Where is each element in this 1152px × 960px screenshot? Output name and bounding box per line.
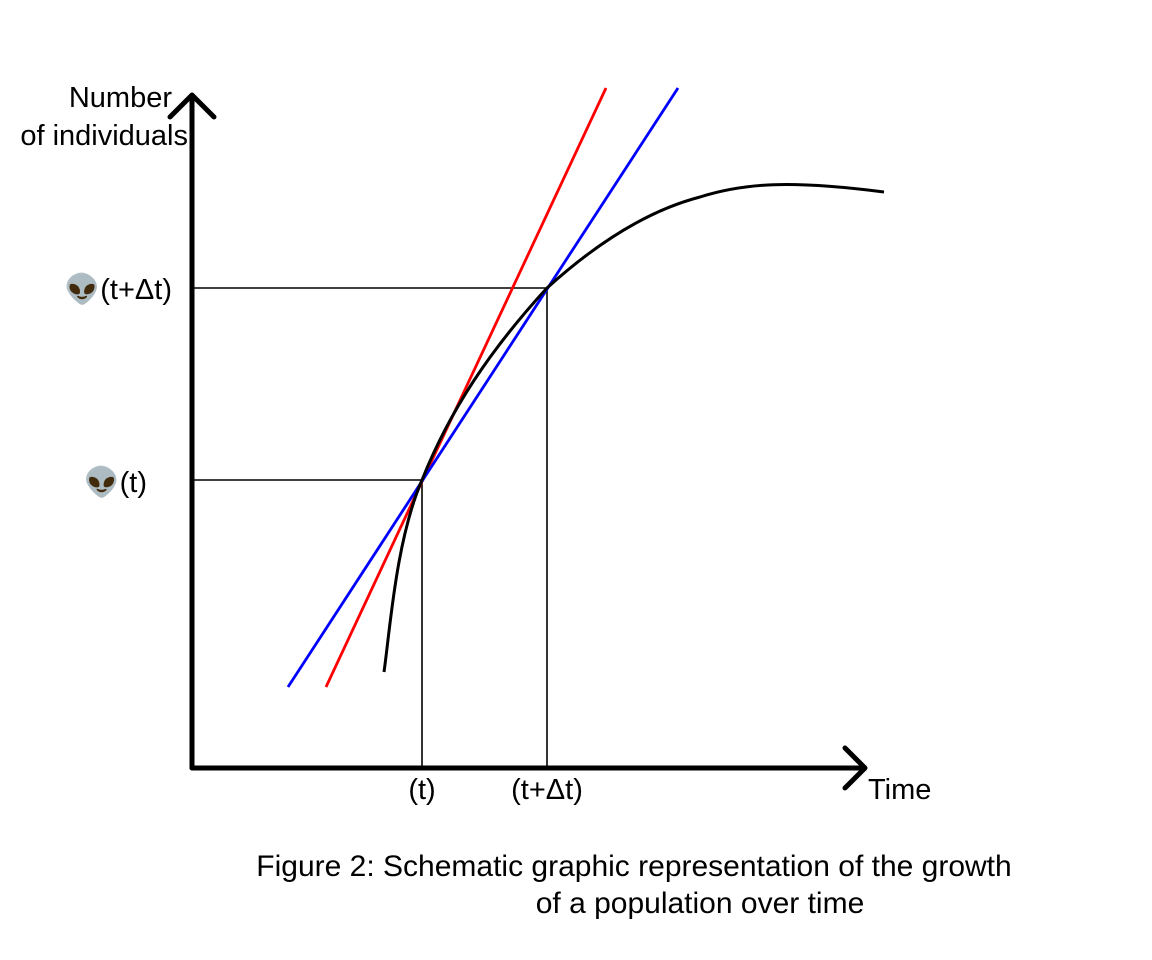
tangent-line [324, 87, 608, 688]
y-axis-arrowhead [167, 92, 217, 120]
y-tick-upper: 👽(t+Δt) [64, 271, 172, 306]
caption-line2: of a population over time [536, 887, 865, 920]
axes [167, 92, 868, 791]
y-axis-label-line2: of individuals [20, 120, 188, 152]
x-tick-right: (t+Δt) [511, 774, 583, 806]
x-axis-label: Time [868, 774, 931, 806]
x-tick-left: (t) [408, 774, 435, 806]
y-tick-lower: 👽(t) [84, 464, 147, 499]
caption-line1: Figure 2: Schematic graphic representati… [256, 850, 1011, 883]
guide-lines [192, 287, 548, 768]
secant-line [286, 87, 680, 688]
y-axis-label-line1: Number [69, 82, 172, 114]
x-axis-arrowhead [842, 745, 868, 791]
growth-curve [382, 183, 885, 673]
